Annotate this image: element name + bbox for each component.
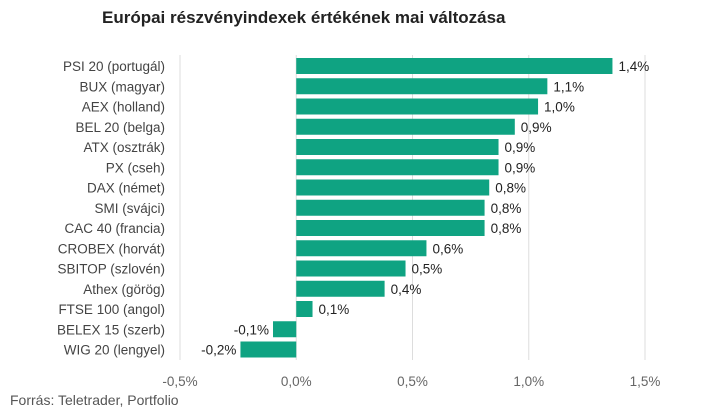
- category-label: CAC 40 (francia): [64, 221, 165, 236]
- bar: [296, 98, 539, 115]
- bar: [296, 240, 427, 257]
- category-label: ATX (osztrák): [83, 140, 165, 155]
- source-note: Forrás: Teletrader, Portfolio: [10, 392, 179, 408]
- data-label: 0,6%: [432, 241, 463, 256]
- bars: [240, 58, 613, 358]
- category-label: SBITOP (szlovén): [57, 262, 165, 277]
- category-label: Athex (görög): [83, 282, 165, 297]
- category-label: DAX (német): [87, 181, 165, 196]
- category-label: SMI (svájci): [95, 201, 166, 216]
- data-label: 0,9%: [521, 120, 552, 135]
- bar: [296, 58, 613, 74]
- data-label: 1,1%: [553, 79, 584, 94]
- bar: [296, 260, 406, 277]
- bar: [240, 341, 297, 358]
- bar: [296, 280, 385, 297]
- bar: [273, 321, 297, 338]
- bar: [296, 199, 485, 216]
- category-labels: PSI 20 (portugál) BUX (magyar) AEX (hollan…: [57, 59, 165, 358]
- data-label: 1,4%: [618, 59, 649, 74]
- data-label: -0,1%: [234, 322, 269, 337]
- category-label: WIG 20 (lengyel): [64, 343, 165, 358]
- category-label: FTSE 100 (angol): [58, 302, 165, 317]
- data-label: 0,8%: [495, 181, 526, 196]
- category-label: BUX (magyar): [79, 79, 165, 94]
- bar: [296, 301, 313, 317]
- data-label: 0,1%: [319, 302, 350, 317]
- x-tick-label: 0,5%: [397, 374, 428, 389]
- category-label: PSI 20 (portugál): [63, 59, 165, 74]
- category-label: PX (cseh): [106, 160, 165, 175]
- data-label: 0,5%: [412, 262, 443, 277]
- x-tick-label: 1,0%: [513, 374, 544, 389]
- x-tick-label: 0,0%: [281, 374, 312, 389]
- bar: [296, 78, 548, 95]
- data-label: 1,0%: [544, 100, 575, 115]
- bar: [296, 220, 485, 236]
- category-label: CROBEX (horvát): [58, 241, 165, 256]
- data-label: -0,2%: [201, 343, 236, 358]
- value-labels: 1,4% 1,1% 1,0% 0,9% 0,9% 0,9% 0,8% 0,8% 0,8% 0,6%…: [201, 59, 649, 358]
- category-label: BEL 20 (belga): [75, 120, 165, 135]
- data-label: 0,9%: [505, 160, 536, 175]
- bar: [296, 179, 490, 196]
- bar: [296, 159, 499, 176]
- x-tick-label: 1,5%: [630, 374, 661, 389]
- data-label: 0,9%: [505, 140, 536, 155]
- chart-title: Európai részvényindexek értékének mai vá…: [102, 8, 506, 27]
- data-label: 0,8%: [491, 221, 522, 236]
- bar: [296, 139, 499, 155]
- data-label: 0,4%: [391, 282, 422, 297]
- category-label: BELEX 15 (szerb): [57, 322, 165, 337]
- category-label: AEX (holland): [82, 100, 165, 115]
- bar: [296, 118, 515, 135]
- x-axis-ticks: -0,5% 0,0% 0,5% 1,0% 1,5%: [162, 374, 660, 389]
- data-label: 0,8%: [491, 201, 522, 216]
- x-tick-label: -0,5%: [162, 374, 197, 389]
